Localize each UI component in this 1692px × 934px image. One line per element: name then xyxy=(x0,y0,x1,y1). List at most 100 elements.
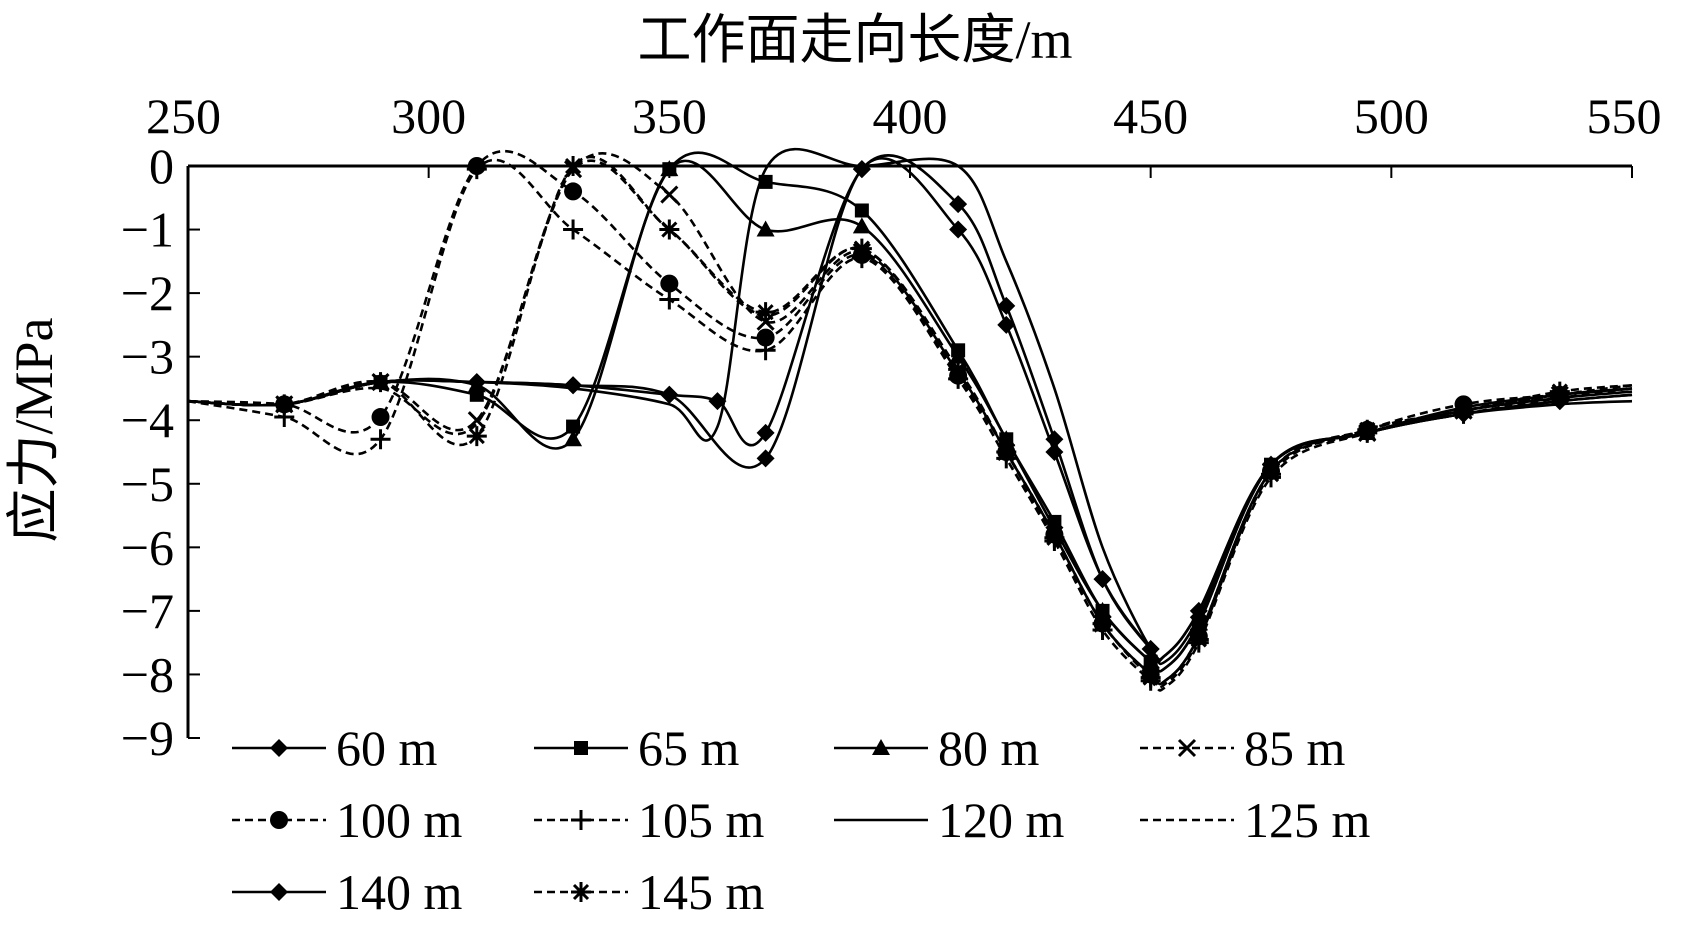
series-line xyxy=(187,147,1633,663)
series-line xyxy=(187,157,1633,666)
data-point xyxy=(1093,601,1112,618)
series-line xyxy=(187,159,1633,686)
legend-item: 60 m xyxy=(232,720,438,776)
y-tick-label: −4 xyxy=(121,392,174,448)
series-60-m xyxy=(187,157,1633,666)
legend-marker xyxy=(270,883,288,901)
data-point xyxy=(1044,527,1065,548)
data-point xyxy=(563,219,584,240)
data-point xyxy=(467,373,486,392)
series-140-m xyxy=(187,154,1633,661)
legend-label: 145 m xyxy=(638,864,765,920)
data-point xyxy=(755,340,776,361)
y-tick-label: −5 xyxy=(121,456,174,512)
data-point xyxy=(996,442,1017,462)
series-line xyxy=(187,150,1633,686)
y-tick-label: −2 xyxy=(121,265,174,321)
data-point xyxy=(660,160,679,177)
data-point xyxy=(851,238,872,259)
legend-marker xyxy=(270,739,288,757)
data-point xyxy=(1045,430,1064,449)
legend-item: 65 m xyxy=(534,720,740,776)
data-point xyxy=(660,385,679,404)
legend-item: 125 m xyxy=(1140,792,1371,848)
data-point xyxy=(756,449,775,468)
data-point xyxy=(274,394,295,415)
legend-label: 125 m xyxy=(1244,792,1371,848)
data-point xyxy=(659,289,680,310)
y-tick-label: −6 xyxy=(121,519,174,575)
y-tick-label: −3 xyxy=(121,329,174,385)
legend-label: 60 m xyxy=(336,720,438,776)
data-point xyxy=(1189,601,1208,620)
legend-item: 80 m xyxy=(834,720,1040,776)
legend-label: 120 m xyxy=(938,792,1065,848)
data-point xyxy=(1357,419,1378,440)
data-point xyxy=(659,219,680,240)
data-point xyxy=(1453,400,1474,421)
x-tick-label: 250 xyxy=(146,88,221,144)
series-125-m xyxy=(187,159,1633,686)
series-line xyxy=(187,154,1633,661)
data-point xyxy=(1261,464,1281,485)
legend-marker xyxy=(571,882,591,902)
data-point xyxy=(1140,667,1161,688)
legend-marker xyxy=(574,741,588,755)
legend-marker xyxy=(270,811,288,829)
data-point xyxy=(948,359,969,380)
legend-label: 80 m xyxy=(938,720,1040,776)
x-tick-label: 300 xyxy=(391,88,466,144)
x-tick-label: 550 xyxy=(1587,88,1662,144)
data-point xyxy=(660,274,679,293)
y-tick-label: −9 xyxy=(121,710,174,766)
series-line xyxy=(187,151,1633,673)
data-point xyxy=(371,408,390,427)
data-point xyxy=(949,220,968,239)
data-point xyxy=(564,182,583,201)
data-point xyxy=(1141,640,1160,659)
data-point xyxy=(852,160,871,179)
data-point xyxy=(949,195,968,214)
series-100-m xyxy=(187,150,1633,686)
data-point xyxy=(566,419,581,434)
data-point xyxy=(466,159,487,180)
series-105-m xyxy=(187,158,1633,692)
series-145-m xyxy=(187,155,1633,689)
data-point xyxy=(1093,570,1112,589)
data-point xyxy=(756,328,775,347)
legend-item: 120 m xyxy=(834,792,1065,848)
legend-item: 100 m xyxy=(232,792,463,848)
data-point xyxy=(466,426,487,447)
y-tick-label: −7 xyxy=(121,583,174,639)
y-tick-label: −1 xyxy=(121,202,174,258)
legend-item: 85 m xyxy=(1140,720,1346,776)
data-point xyxy=(997,296,1016,315)
legend-marker xyxy=(571,810,591,830)
data-point xyxy=(1188,629,1209,650)
data-point xyxy=(854,203,869,218)
legend-label: 85 m xyxy=(1244,720,1346,776)
legend-label: 140 m xyxy=(336,864,463,920)
y-tick-label: 0 xyxy=(149,138,174,194)
series-layer xyxy=(187,147,1633,692)
data-point xyxy=(949,347,968,364)
data-point xyxy=(708,392,727,411)
data-point xyxy=(852,217,871,234)
data-point xyxy=(564,430,583,447)
x-tick-label: 450 xyxy=(1113,88,1188,144)
x-tick-label: 400 xyxy=(873,88,948,144)
x-tick-label: 500 xyxy=(1354,88,1429,144)
x-axis-title: 工作面走向长度/m xyxy=(637,10,1072,70)
legend-marker xyxy=(1177,738,1197,758)
data-point xyxy=(756,220,775,237)
series-65-m xyxy=(187,151,1633,673)
data-point xyxy=(1092,613,1113,634)
legend-item: 105 m xyxy=(534,792,765,848)
legend-item: 140 m xyxy=(232,864,463,920)
x-tick-label: 350 xyxy=(632,88,707,144)
data-point xyxy=(1141,652,1160,669)
legend-label: 105 m xyxy=(638,792,765,848)
data-point xyxy=(370,372,391,393)
